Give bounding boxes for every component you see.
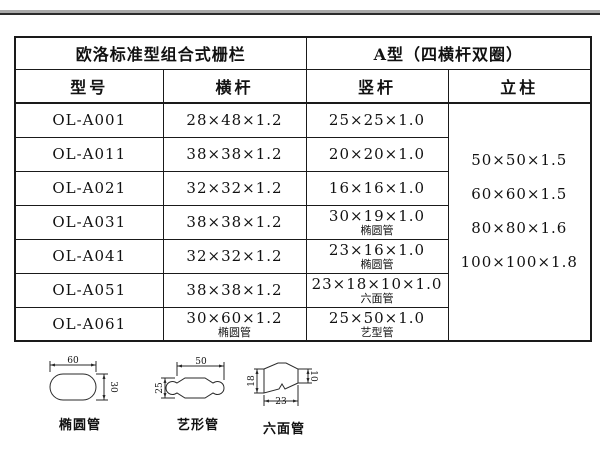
hex-tube-label: 六面管 [262,422,305,437]
size-value: 28×48×1.2 [186,111,283,130]
horizontal-bar-cell: 32×32×1.2 [162,238,307,274]
post-merged-cell: 50×50×1.5 60×60×1.5 80×80×1.6 100×100×1.… [447,102,592,342]
group-header-row: 欧洛标准型组合式栅栏 A型（四横杆双圈） [14,36,592,70]
post-size-value: 60×60×1.5 [471,185,568,203]
column-header-post: 立柱 [447,68,592,104]
group-header-left: 欧洛标准型组合式栅栏 [14,36,307,70]
group-header-right: A型（四横杆双圈） [305,36,592,70]
top-divider-rule [0,10,600,15]
horizontal-bar-cell: 32×32×1.2 [162,170,307,206]
column-header-horizontal-bar: 横杆 [162,68,307,104]
post-size-value: 100×100×1.8 [460,253,578,271]
oval-tube-drawing: 60 30 [49,356,118,401]
table-row: OL-A031 38×38×1.2 30×19×1.0 椭圆管 [14,204,591,240]
oval-tube-label: 椭圆管 [58,418,101,433]
hex-bottom-dim: 23 [275,397,287,407]
hex-tube-shape [263,362,299,394]
oval-tube-shape [49,373,97,401]
art-tube-diagram: 50 25 艺形管 [153,356,243,433]
model-cell: OL-A061 [14,306,164,342]
hex-right-dim: 10 [308,370,318,382]
vertical-bar-cell: 23×18×10×1.0 六面管 [305,272,449,308]
horizontal-bar-cell: 38×38×1.2 [162,272,307,308]
table-row: OL-A051 38×38×1.2 23×18×10×1.0 六面管 [14,272,591,308]
horizontal-bar-cell: 38×38×1.2 [162,136,307,172]
model-cell: OL-A041 [14,238,164,274]
horizontal-bar-cell: 28×48×1.2 [162,102,307,138]
art-width-dim: 50 [195,357,207,367]
art-tube-shape [165,377,225,399]
vertical-bar-cell: 16×16×1.0 [305,170,449,206]
size-value: 25×25×1.0 [328,111,426,130]
hex-tube-drawing: 18 10 23 [247,362,318,407]
model-cell: OL-A011 [14,136,164,172]
vertical-bar-cell: 25×25×1.0 [305,102,449,138]
table-row: OL-A011 38×38×1.2 20×20×1.0 [14,136,591,172]
oval-tube-diagram: 60 30 椭圆管 [38,356,122,433]
dimension-arrows [163,364,224,398]
vertical-bar-cell: 20×20×1.0 [305,136,449,172]
dimension-arrows [50,363,106,400]
post-size-value: 50×50×1.5 [471,151,568,169]
hex-tube-diagram: 18 10 23 六面管 [246,356,322,437]
post-size-value: 80×80×1.6 [471,219,568,237]
art-tube-drawing: 50 25 [155,357,225,399]
vertical-bar-cell: 25×50×1.0 艺型管 [305,306,449,342]
model-cell: OL-A051 [14,272,164,308]
horizontal-bar-cell: 30×60×1.2 椭圆管 [162,306,307,342]
model-cell: OL-A021 [14,170,164,206]
table-row: OL-A041 32×32×1.2 23×16×1.0 椭圆管 [14,238,591,274]
dimension-arrows [255,369,310,403]
spec-table: 欧洛标准型组合式栅栏 A型（四横杆双圈） 型号 横杆 竖杆 立柱 OL-A001… [14,36,593,342]
model-cell: OL-A001 [14,102,164,138]
vertical-bar-cell: 23×16×1.0 椭圆管 [305,238,449,274]
table-row: OL-A021 32×32×1.2 16×16×1.0 [14,170,591,206]
vertical-bar-cell: 30×19×1.0 椭圆管 [305,204,449,240]
column-header-vertical-bar: 竖杆 [305,68,449,104]
art-tube-label: 艺形管 [176,418,219,433]
table-row: OL-A061 30×60×1.2 椭圆管 25×50×1.0 艺型管 [14,306,591,342]
hex-left-dim: 18 [247,375,257,387]
art-height-dim: 25 [155,382,165,394]
column-header-model: 型号 [14,68,164,104]
column-header-row: 型号 横杆 竖杆 立柱 [14,68,592,104]
model-cell: OL-A031 [14,204,164,240]
horizontal-bar-cell: 38×38×1.2 [162,204,307,240]
oval-height-dim: 30 [108,381,118,393]
oval-width-dim: 60 [67,356,79,366]
table-row: OL-A001 28×48×1.2 25×25×1.0 50×50×1.5 60… [14,102,592,342]
